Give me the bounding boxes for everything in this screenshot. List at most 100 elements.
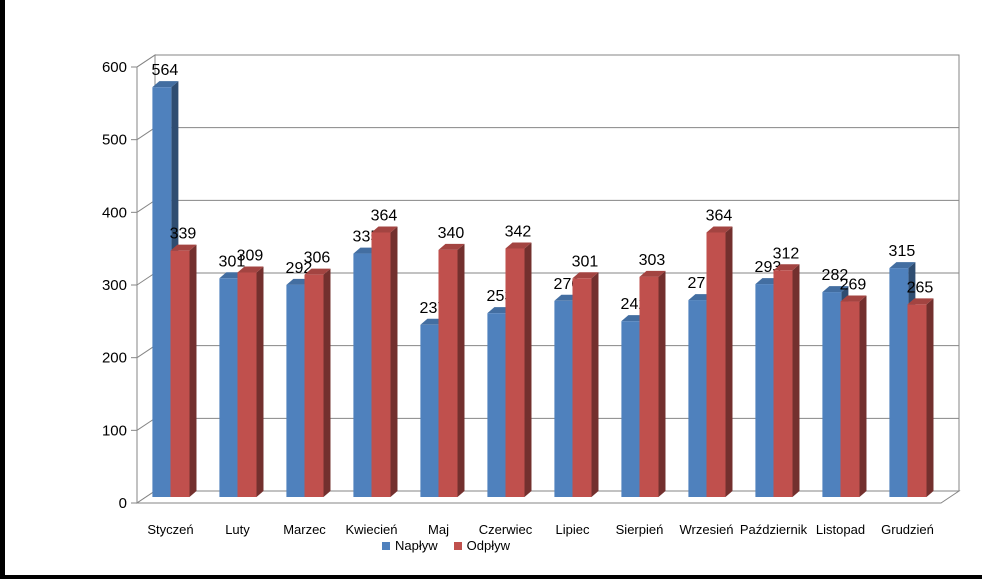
bar-front — [688, 300, 708, 497]
bar-top — [572, 272, 599, 279]
bar-front — [889, 268, 909, 497]
bar-side — [658, 270, 666, 497]
bar-front — [487, 313, 507, 497]
bar-top — [505, 242, 532, 249]
bar-side — [256, 266, 264, 497]
chart-area: 0 100 200 300 400 500 600 564 339 Styczeń 301 309 Lu… — [5, 0, 982, 575]
x-tick-label: Grudzień — [881, 522, 934, 537]
bar-side — [792, 264, 800, 497]
bar-front — [822, 292, 842, 497]
gridline — [136, 54, 959, 68]
x-tick-label: Sierpień — [616, 522, 664, 537]
x-tick-label: Czerwiec — [479, 522, 533, 537]
y-tick-label: 500 — [102, 132, 127, 149]
bar-front — [755, 284, 775, 497]
bar-series-2 — [237, 266, 264, 497]
data-label: 309 — [237, 247, 264, 264]
bar-series-2 — [706, 226, 733, 497]
bar-series-2 — [170, 244, 197, 497]
data-label: 364 — [706, 207, 733, 224]
bar-front — [286, 284, 306, 497]
data-label: 265 — [907, 279, 934, 296]
bar-series-2 — [505, 242, 532, 497]
bar-front — [152, 87, 172, 497]
bar-side — [524, 242, 532, 497]
y-tick-label: 300 — [102, 277, 127, 294]
data-label: 306 — [304, 250, 331, 267]
bar-front — [237, 272, 257, 497]
y-tick-label: 100 — [102, 422, 127, 439]
legend-swatch-series-1 — [382, 541, 390, 550]
legend-item-series-1: Napływ — [382, 538, 438, 553]
data-label: 269 — [840, 277, 867, 294]
bar-front — [621, 321, 641, 497]
x-tick-label: Listopad — [816, 522, 865, 537]
bar-side — [323, 268, 331, 497]
x-tick-label: Maj — [428, 522, 449, 537]
data-label: 564 — [152, 62, 179, 79]
legend-label-series-2: Odpływ — [466, 538, 510, 553]
bar-series-2 — [371, 226, 398, 497]
bar-front — [353, 253, 373, 497]
x-tick-label: Styczeń — [147, 522, 193, 537]
x-tick-label: Marzec — [283, 522, 326, 537]
bar-front — [438, 249, 458, 497]
bar-side — [926, 298, 934, 497]
bar-series-2 — [572, 272, 599, 497]
bar-front — [420, 324, 440, 497]
x-tick-label: Wrzesień — [680, 522, 734, 537]
bar-side — [457, 243, 465, 497]
data-label: 342 — [505, 223, 532, 240]
x-tick-label: Luty — [225, 522, 250, 537]
bar-series-2 — [773, 264, 800, 497]
bar-front — [554, 300, 574, 497]
bar-front — [304, 274, 324, 497]
y-tick-label: 200 — [102, 350, 127, 367]
bar-front — [907, 304, 927, 497]
y-tick-label: 400 — [102, 204, 127, 221]
bar-front — [170, 250, 190, 497]
bar-side — [390, 226, 398, 497]
legend-label-series-1: Napływ — [395, 538, 438, 553]
data-label: 282 — [822, 267, 849, 284]
bar-top — [907, 298, 934, 305]
y-tick-label: 0 — [119, 495, 127, 512]
bar-top — [840, 295, 867, 302]
bar-front — [371, 232, 391, 497]
bar-series-2 — [840, 295, 867, 497]
bar-side — [725, 226, 733, 497]
bar-front — [639, 276, 659, 497]
bar-front — [219, 278, 239, 497]
bar-top — [706, 226, 733, 233]
x-tick-label: Kwiecień — [345, 522, 397, 537]
bar-top — [152, 81, 179, 88]
bar-front — [773, 270, 793, 497]
bar-chart: 0 100 200 300 400 500 600 564 339 Styczeń 301 309 Lu… — [102, 54, 961, 537]
bar-side — [189, 244, 197, 497]
legend-swatch-series-2 — [453, 541, 462, 550]
bar-front — [572, 278, 592, 497]
data-label: 340 — [438, 225, 465, 242]
bar-front — [505, 248, 525, 497]
bar-front — [706, 232, 726, 497]
bar-series-2 — [304, 268, 331, 497]
bar-series-2 — [438, 243, 465, 497]
data-label: 301 — [572, 253, 599, 270]
data-label: 339 — [170, 226, 197, 243]
bar-top — [639, 270, 666, 277]
bar-series-2 — [639, 270, 666, 497]
bar-top — [438, 243, 465, 250]
data-label: 364 — [371, 207, 398, 224]
legend-item-series-2: Odpływ — [453, 538, 510, 553]
bar-side — [859, 295, 867, 497]
bar-top — [170, 244, 197, 251]
legend: Napływ Odpływ — [382, 538, 526, 553]
bar-series-2 — [907, 298, 934, 497]
bar-top — [889, 262, 916, 269]
y-tick-label: 600 — [102, 59, 127, 76]
x-tick-label: Październik — [740, 522, 808, 537]
data-label: 303 — [639, 252, 666, 269]
bar-top — [237, 266, 264, 273]
bar-top — [822, 286, 849, 293]
bar-top — [371, 226, 398, 233]
